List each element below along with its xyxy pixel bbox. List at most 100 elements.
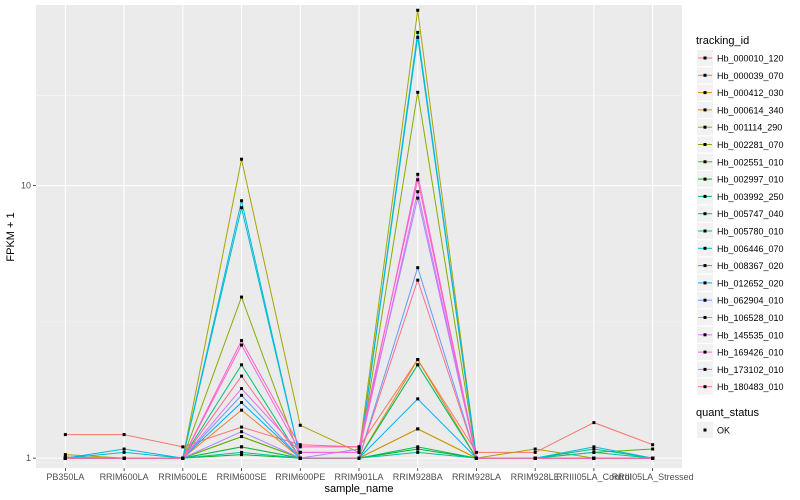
data-point: [240, 425, 244, 429]
data-point: [533, 450, 537, 454]
grid: [36, 5, 682, 468]
data-point: [240, 157, 244, 161]
data-point: [416, 196, 420, 200]
legend-label: Hb_000614_340: [717, 105, 784, 115]
data-point: [357, 450, 361, 454]
y-axis-title: FPKM + 1: [5, 212, 17, 261]
x-tick-label: RRIM928BA: [393, 472, 443, 482]
data-point: [533, 456, 537, 460]
data-point: [240, 453, 244, 457]
y-tick-label: 10: [21, 181, 31, 191]
data-point: [416, 90, 420, 94]
data-point: [357, 445, 361, 449]
data-point: [533, 447, 537, 451]
legend-label: Hb_002281_070: [717, 140, 784, 150]
data-point: [240, 401, 244, 405]
data-point: [298, 456, 302, 460]
x-tick-label: PB350LA: [46, 472, 84, 482]
data-point: [416, 35, 420, 39]
data-point: [416, 178, 420, 182]
legend-key-point: [703, 160, 707, 164]
data-point: [416, 8, 420, 12]
data-point: [592, 456, 596, 460]
shape-legend-label: OK: [717, 426, 730, 436]
data-point: [240, 295, 244, 299]
x-axis: PB350LA RRIM600LA RRIM600LE RRIM600SE RRIM60…: [46, 468, 694, 482]
data-point: [416, 427, 420, 431]
data-point: [416, 447, 420, 451]
data-point: [240, 374, 244, 378]
x-tick-label: RRIM928LA: [452, 472, 501, 482]
legend-key-point: [703, 194, 707, 198]
data-point: [357, 447, 361, 451]
data-point: [240, 343, 244, 347]
data-point: [651, 443, 655, 447]
legend-label: Hb_000010_120: [717, 54, 784, 64]
legend-label: Hb_106528_010: [717, 313, 784, 323]
data-point: [240, 339, 244, 343]
legend-label: Hb_005780_010: [717, 227, 784, 237]
data-point: [592, 421, 596, 425]
x-tick-label: RRIII05LA_Control: [556, 472, 632, 482]
data-point: [474, 450, 478, 454]
data-point: [298, 423, 302, 427]
legend-label: Hb_003992_250: [717, 192, 784, 202]
data-point: [240, 430, 244, 434]
data-point: [651, 456, 655, 460]
x-tick-label: RRIII05LA_Stressed: [612, 472, 694, 482]
data-point: [416, 190, 420, 194]
legend: tracking_id Hb_000010_120 Hb_000039_070 Hb…: [696, 35, 784, 438]
data-point: [416, 397, 420, 401]
legend-key-point: [703, 212, 707, 216]
legend-title: tracking_id: [696, 35, 749, 47]
legend-label: Hb_000039_070: [717, 71, 784, 81]
data-point: [122, 433, 126, 437]
legend-label: Hb_001114_290: [717, 123, 782, 133]
data-point: [592, 450, 596, 454]
data-point: [416, 266, 420, 270]
data-point: [416, 450, 420, 454]
data-point: [122, 450, 126, 454]
legend-key-point: [703, 56, 707, 60]
legend-label: Hb_169426_010: [717, 348, 784, 358]
data-point: [416, 363, 420, 367]
data-point: [357, 456, 361, 460]
data-point: [298, 445, 302, 449]
legend-label: Hb_145535_010: [717, 330, 784, 340]
data-point: [651, 447, 655, 451]
data-point: [474, 456, 478, 460]
data-point: [122, 447, 126, 451]
legend-label: Hb_062904_010: [717, 296, 784, 306]
legend-key-point: [703, 264, 707, 268]
legend-label: Hb_000412_030: [717, 88, 784, 98]
legend-key-point: [703, 73, 707, 77]
data-point: [240, 363, 244, 367]
data-point: [240, 206, 244, 210]
legend-label: Hb_180483_010: [717, 382, 784, 392]
x-axis-title: sample_name: [324, 483, 393, 495]
legend-label: Hb_005747_040: [717, 209, 784, 219]
data-point: [416, 278, 420, 282]
legend-label: Hb_002551_010: [717, 157, 784, 167]
data-point: [298, 450, 302, 454]
legend-key-point: [703, 91, 707, 95]
x-tick-label: RRIM600PE: [275, 472, 325, 482]
legend-key-point: [703, 108, 707, 112]
legend-key-point: [703, 125, 707, 129]
data-point: [63, 453, 67, 457]
legend-key-point: [703, 316, 707, 319]
legend-key-point: [703, 385, 707, 389]
legend-key-point: [703, 143, 707, 146]
data-point: [592, 447, 596, 451]
x-tick-label: RRIM600LA: [100, 472, 149, 482]
x-tick-label: RRIM928LE: [511, 472, 560, 482]
legend-key-point: [703, 350, 707, 354]
shape-legend-point: [703, 428, 707, 432]
data-point: [298, 443, 302, 447]
legend-key-point: [703, 177, 707, 181]
data-point: [181, 456, 185, 460]
legend-label: Hb_173102_010: [717, 365, 784, 375]
legend-key-point: [703, 333, 707, 337]
data-point: [416, 445, 420, 449]
